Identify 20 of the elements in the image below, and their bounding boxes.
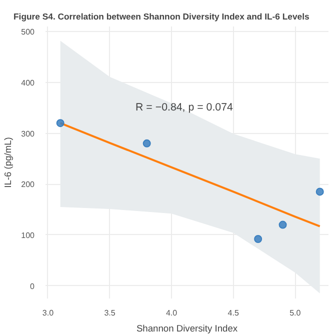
- point: [278, 220, 287, 229]
- y-tick-label: 500: [21, 28, 36, 37]
- annotation: R = −0.84, p = 0.074: [136, 102, 234, 114]
- x-tick-label: 3.0: [42, 308, 54, 318]
- point: [56, 119, 64, 128]
- point: [316, 188, 324, 196]
- x-tick-label: 5.0: [290, 308, 302, 318]
- y-tick-label: 300: [21, 129, 36, 138]
- y-axis-title: IL-6 (pg/mL): [3, 137, 14, 188]
- point: [254, 235, 262, 244]
- y-tick-label: 0: [30, 282, 36, 291]
- point: [142, 139, 151, 148]
- x-tick-label: 4.5: [228, 308, 240, 318]
- y-tick-label: 100: [21, 230, 36, 240]
- x-axis-title: Shannon Diversity Index: [136, 324, 238, 334]
- x-tick-label: 3.5: [104, 308, 116, 318]
- x-tick-label: 4.0: [166, 308, 178, 318]
- y-tick-label: 400: [21, 78, 36, 88]
- chart-title: Figure S4. Correlation between Shannon Diversity Index and IL-6 Levels: [14, 12, 310, 22]
- y-tick-label: 200: [21, 180, 36, 190]
